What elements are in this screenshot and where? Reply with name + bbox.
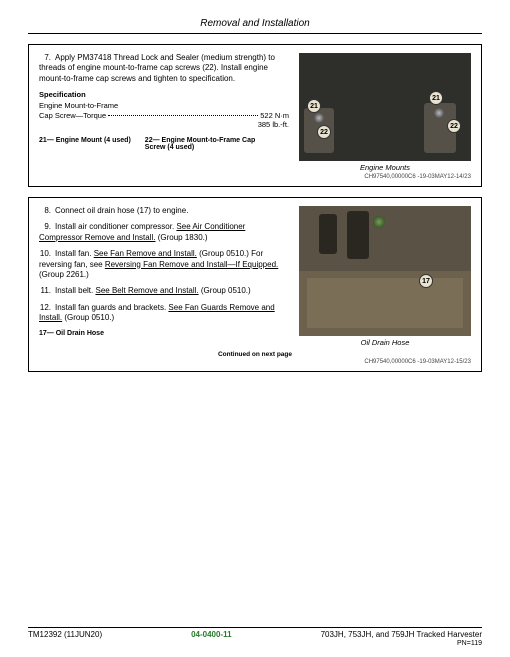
figure-1-caption: Engine Mounts <box>299 163 471 172</box>
step-7-text: Apply PM37418 Thread Lock and Sealer (me… <box>39 53 275 83</box>
step-11-link[interactable]: See Belt Remove and Install. <box>95 286 198 295</box>
footer-rule <box>28 627 482 628</box>
section-2-right: 17 TX1018279A —UN—28JUL06 Oil Drain Hose <box>299 206 471 347</box>
figure-oil-drain: 17 TX1018279A —UN—28JUL06 <box>299 206 471 336</box>
spec-label: Cap Screw—Torque <box>39 111 106 120</box>
spec-val-1: 522 N·m <box>260 111 289 120</box>
section-1-right: 21 22 21 22 TX1018306A —UN—28JUL06 Engin… <box>299 53 471 172</box>
step-12-tail: (Group 0510.) <box>64 313 114 322</box>
legend-row-1: 21— Engine Mount (4 used) 22— Engine Mou… <box>39 137 289 151</box>
spec-heading: Specification <box>39 90 289 99</box>
step-10-num: 10. <box>39 249 51 259</box>
step-7-num: 7. <box>39 53 51 63</box>
section-2-ref: CH97540,00000C6 -19-03MAY12-15/23 <box>39 359 471 365</box>
footer-pn: PN=119 <box>28 640 482 647</box>
callout-17: 17 <box>419 274 433 288</box>
step-10-link-b[interactable]: Reversing Fan Remove and Install—If Equi… <box>105 260 278 269</box>
figure-engine-mounts: 21 22 21 22 TX1018306A —UN—28JUL06 <box>299 53 471 161</box>
step-7: 7.Apply PM37418 Thread Lock and Sealer (… <box>39 53 289 84</box>
continued-note: Continued on next page <box>39 351 471 358</box>
step-10: 10. Install fan. See Fan Remove and Insta… <box>39 249 289 280</box>
legend-17: 17— Oil Drain Hose <box>39 330 289 337</box>
step-9-lead: Install air conditioner compressor. <box>55 222 174 231</box>
footer-left: TM12392 (11JUN20) <box>28 630 102 639</box>
figure-2-caption: Oil Drain Hose <box>299 338 471 347</box>
step-8: 8. Connect oil drain hose (17) to engine. <box>39 206 289 216</box>
page-root: Removal and Installation 7.Apply PM37418… <box>0 0 510 657</box>
page-title: Removal and Installation <box>200 18 310 29</box>
section-2-left: 8. Connect oil drain hose (17) to engine.… <box>39 206 289 347</box>
legend-21: 21— Engine Mount (4 used) <box>39 137 131 151</box>
legend-22: 22— Engine Mount-to-Frame Cap Screw (4 u… <box>145 137 275 151</box>
step-10-tail: (Group 2261.) <box>39 270 89 279</box>
step-11-lead: Install belt. <box>55 286 93 295</box>
section-2-columns: 8. Connect oil drain hose (17) to engine.… <box>39 206 471 347</box>
page-header: Removal and Installation <box>28 18 482 29</box>
spec-subhead: Engine Mount-to-Frame <box>39 101 289 110</box>
page-footer: TM12392 (11JUN20) 04-0400-11 703JH, 753J… <box>28 623 482 647</box>
spec-line-2: 385 lb.-ft. <box>39 120 289 129</box>
step-9-num: 9. <box>39 222 51 232</box>
spec-dots <box>108 115 258 116</box>
step-11: 11. Install belt. See Belt Remove and Ins… <box>39 286 289 296</box>
step-10-link-a[interactable]: See Fan Remove and Install. <box>94 249 197 258</box>
step-9-tail: (Group 1830.) <box>158 233 208 242</box>
step-11-num: 11. <box>39 286 51 296</box>
callout-21-a: 21 <box>307 99 321 113</box>
step-11-tail: (Group 0510.) <box>201 286 251 295</box>
footer-row: TM12392 (11JUN20) 04-0400-11 703JH, 753J… <box>28 630 482 639</box>
spec-line-1: Cap Screw—Torque 522 N·m <box>39 111 289 120</box>
step-8-num: 8. <box>39 206 51 216</box>
section-1-ref: CH97540,00000C6 -19-03MAY12-14/23 <box>39 174 471 180</box>
step-12: 12.Install fan guards and brackets. See … <box>39 303 289 324</box>
step-9: 9.Install air conditioner compressor. Se… <box>39 222 289 243</box>
footer-mid: 04-0400-11 <box>191 630 231 639</box>
section-box-2: 8. Connect oil drain hose (17) to engine.… <box>28 197 482 372</box>
footer-right: 703JH, 753JH, and 759JH Tracked Harveste… <box>321 630 482 639</box>
step-12-lead: Install fan guards and brackets. <box>55 303 166 312</box>
callout-21-b: 21 <box>429 91 443 105</box>
step-8-text: Connect oil drain hose (17) to engine. <box>55 206 188 215</box>
step-10-lead: Install fan. <box>55 249 91 258</box>
section-1-columns: 7.Apply PM37418 Thread Lock and Sealer (… <box>39 53 471 172</box>
step-12-num: 12. <box>39 303 51 313</box>
callout-22-a: 22 <box>317 125 331 139</box>
section-box-1: 7.Apply PM37418 Thread Lock and Sealer (… <box>28 44 482 187</box>
spec-val-2: 385 lb.-ft. <box>258 120 289 129</box>
header-rule <box>28 33 482 34</box>
callout-22-b: 22 <box>447 119 461 133</box>
section-1-left: 7.Apply PM37418 Thread Lock and Sealer (… <box>39 53 289 172</box>
